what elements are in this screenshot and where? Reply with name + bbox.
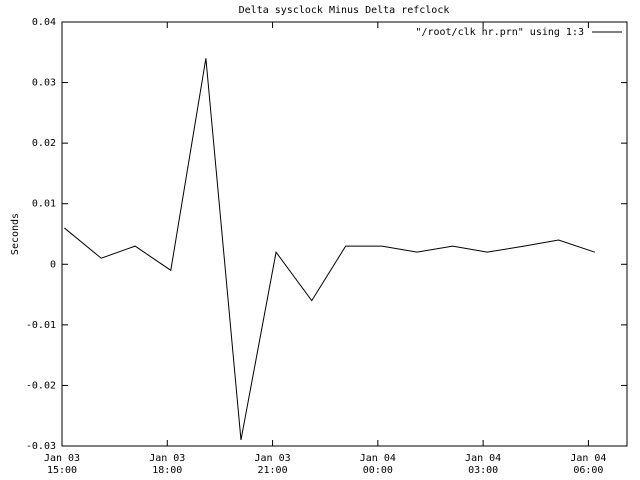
legend-label: "/root/clk hr.prn" using 1:3 [415,27,584,38]
x-tick-label: Jan 04 06:00 [570,453,606,476]
y-tick-label: -0.02 [26,380,56,391]
plot-frame [61,21,628,447]
x-tick-label: Jan 03 21:00 [254,453,290,476]
x-tick-label-time: 03:00 [468,465,498,476]
y-tick-label: 0 [50,259,56,270]
x-tick-label: Jan 04 03:00 [465,453,501,476]
x-tick-label: Jan 04 00:00 [360,453,396,476]
y-tick-label: -0.01 [26,320,56,331]
y-axis-label: Seconds [10,213,21,255]
y-tick-label: 0.02 [32,138,56,149]
x-tick-label: Jan 03 15:00 [44,453,80,476]
x-tick-label-date: Jan 03 [149,453,185,464]
x-tick-label-time: 18:00 [152,465,182,476]
x-tick-label-time: 21:00 [258,465,288,476]
x-tick-label-date: Jan 03 [44,453,80,464]
y-tick-label: 0.01 [32,199,56,210]
x-tick-label-date: Jan 03 [254,453,290,464]
x-tick-label: Jan 03 18:00 [149,453,185,476]
chart-title: Delta sysclock Minus Delta refclock [239,5,450,16]
x-tick-label-time: 06:00 [573,465,603,476]
x-tick-label-time: 00:00 [363,465,393,476]
y-tick-label: 0.03 [32,78,56,89]
x-tick-label-time: 15:00 [47,465,77,476]
y-tick-label: 0.04 [32,17,56,28]
y-tick-label: -0.03 [26,441,56,452]
x-tick-label-date: Jan 04 [360,453,396,464]
series-line [64,58,595,441]
x-tick-label-date: Jan 04 [465,453,501,464]
x-tick-label-date: Jan 04 [570,453,606,464]
